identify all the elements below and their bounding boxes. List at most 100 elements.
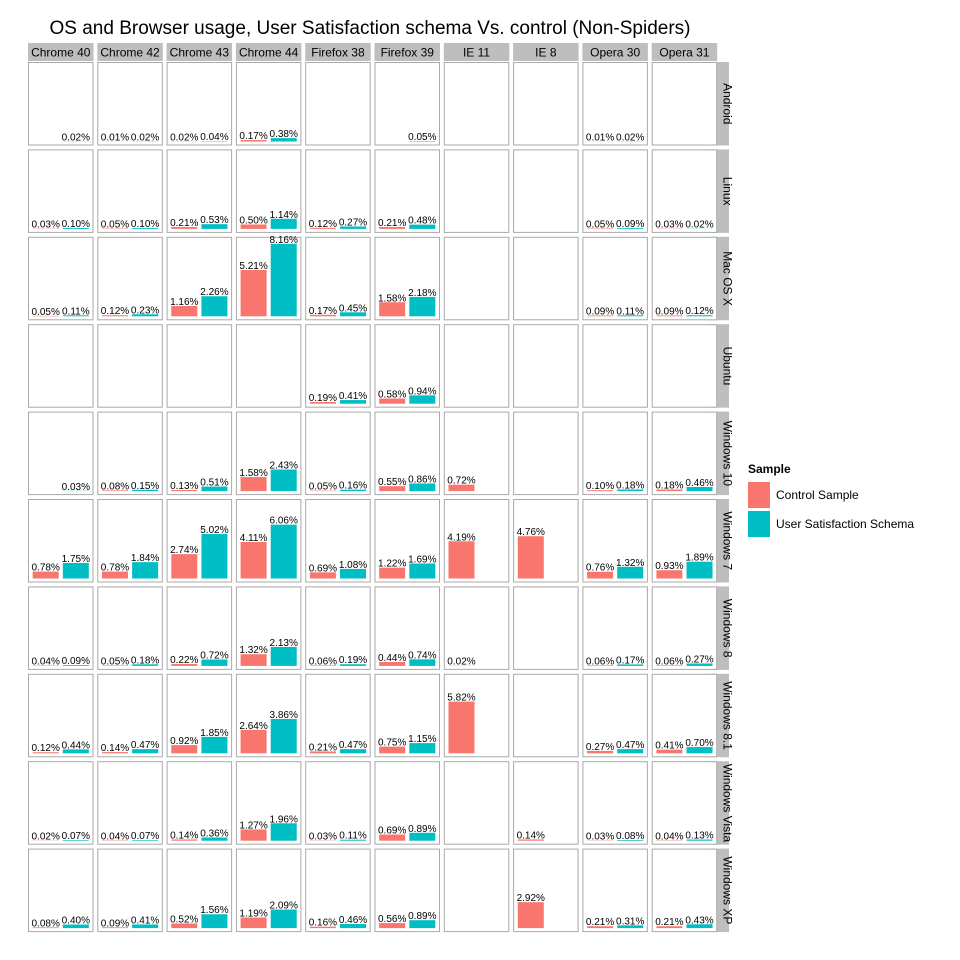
panel-linux-ie-11 <box>443 149 510 233</box>
bar-schema-mac-os-x-firefox-38 <box>340 312 367 317</box>
data-label-control-windows-7-chrome-42: 0.78% <box>101 563 129 574</box>
panel-android-opera-31 <box>651 62 718 146</box>
data-label-schema-windows-8-1-opera-31: 0.70% <box>685 738 713 749</box>
bar-control-windows-8-firefox-38 <box>309 665 336 666</box>
panel-windows-10-chrome-43 <box>166 411 233 496</box>
data-label-control-windows-10-opera-30: 0.10% <box>586 481 614 492</box>
panel-windows-vista-opera-30 <box>582 761 648 845</box>
column-strip-firefox-38 <box>305 43 371 61</box>
panel-linux-opera-30 <box>582 149 648 233</box>
data-label-control-windows-7-ie-8: 4.76% <box>517 527 545 538</box>
panel-windows-8-1-firefox-38 <box>305 673 371 758</box>
panel-linux-firefox-39 <box>374 149 440 233</box>
panel-android-opera-30 <box>582 62 648 146</box>
column-label-opera-30: Opera 30 <box>590 46 640 60</box>
panel-windows-10-ie-8 <box>513 411 579 496</box>
bar-schema-windows-8-1-firefox-38 <box>340 749 367 754</box>
data-label-schema-windows-xp-opera-30: 0.31% <box>616 916 644 927</box>
data-label-control-linux-chrome-43: 0.21% <box>170 218 198 229</box>
bar-control-ubuntu-firefox-38 <box>309 402 336 404</box>
bar-control-windows-7-ie-8 <box>517 536 544 579</box>
bar-control-windows-xp-chrome-43 <box>171 923 198 929</box>
data-label-control-linux-opera-30: 0.05% <box>586 219 614 230</box>
panel-android-firefox-39 <box>374 62 440 146</box>
panel-ubuntu-chrome-43 <box>166 324 233 408</box>
data-label-schema-linux-chrome-43: 0.53% <box>200 215 228 226</box>
bar-schema-linux-opera-30 <box>617 228 644 229</box>
panel-windows-8-opera-30 <box>582 586 648 670</box>
data-label-schema-mac-os-x-chrome-40: 0.11% <box>62 306 90 317</box>
bar-control-mac-os-x-chrome-42 <box>101 315 128 317</box>
data-label-control-android-chrome-43: 0.02% <box>170 132 198 143</box>
bar-schema-windows-8-1-chrome-43 <box>201 736 228 754</box>
bar-schema-windows-8-1-chrome-40 <box>62 749 89 754</box>
data-label-control-linux-chrome-42: 0.05% <box>101 219 129 230</box>
data-label-control-windows-8-firefox-39: 0.44% <box>378 653 406 664</box>
data-label-control-mac-os-x-chrome-42: 0.12% <box>101 306 129 317</box>
data-label-control-mac-os-x-opera-31: 0.09% <box>655 307 683 318</box>
bar-schema-windows-xp-opera-31 <box>686 924 713 929</box>
data-label-control-windows-7-opera-31: 0.93% <box>655 561 683 572</box>
bar-schema-windows-vista-chrome-43 <box>201 837 228 841</box>
row-label-windows-8-1: Windows 8.1 <box>721 681 735 750</box>
legend-item-schema: User Satisfaction Schema <box>748 509 914 538</box>
bar-schema-windows-vista-firefox-39 <box>409 832 436 841</box>
bar-control-android-chrome-44 <box>240 139 267 142</box>
bar-control-ubuntu-firefox-39 <box>379 398 406 404</box>
column-label-chrome-42: Chrome 42 <box>100 46 160 60</box>
data-label-schema-windows-vista-firefox-38: 0.11% <box>339 831 367 842</box>
bar-control-windows-8-1-firefox-38 <box>309 751 336 754</box>
data-label-control-windows-vista-firefox-38: 0.03% <box>309 831 337 842</box>
panel-windows-xp-chrome-42 <box>97 848 163 933</box>
data-label-control-mac-os-x-chrome-40: 0.05% <box>32 307 60 318</box>
data-label-control-windows-8-chrome-44: 1.32% <box>239 645 267 656</box>
row-label-mac-os-x: Mac OS X <box>721 251 735 306</box>
panel-windows-10-opera-30 <box>582 411 648 496</box>
column-strip-chrome-40 <box>28 43 94 61</box>
data-label-control-ubuntu-firefox-38: 0.19% <box>309 393 337 404</box>
panel-windows-8-firefox-39 <box>374 586 440 670</box>
bar-control-linux-firefox-38 <box>309 227 336 229</box>
bar-control-windows-vista-firefox-39 <box>379 834 406 841</box>
bar-control-windows-10-opera-31 <box>656 489 683 492</box>
bar-schema-linux-chrome-40 <box>62 228 89 229</box>
panel-windows-8-1-chrome-42 <box>97 673 163 758</box>
data-label-control-windows-8-1-opera-31: 0.41% <box>655 741 683 752</box>
bar-control-windows-8-1-opera-31 <box>656 749 683 754</box>
data-label-control-windows-7-chrome-40: 0.78% <box>32 563 60 574</box>
data-label-schema-windows-xp-chrome-40: 0.40% <box>62 916 90 927</box>
data-label-schema-windows-vista-chrome-40: 0.07% <box>62 831 90 842</box>
bar-schema-windows-xp-chrome-43 <box>201 914 228 929</box>
data-label-schema-windows-7-opera-30: 1.32% <box>616 558 644 569</box>
bar-schema-windows-vista-opera-31 <box>686 839 713 841</box>
bar-schema-windows-7-chrome-40 <box>62 562 89 579</box>
panel-windows-8-1-chrome-40 <box>28 673 94 758</box>
bar-control-windows-8-1-chrome-44 <box>240 729 267 754</box>
column-strip-chrome-43 <box>166 43 233 61</box>
bar-schema-windows-vista-firefox-38 <box>340 839 367 841</box>
panel-mac-os-x-firefox-38 <box>305 236 371 321</box>
data-label-schema-windows-8-1-chrome-40: 0.44% <box>62 740 90 751</box>
bar-schema-linux-chrome-43 <box>201 224 228 229</box>
bar-control-mac-os-x-chrome-44 <box>240 270 267 317</box>
data-label-schema-windows-8-1-firefox-39: 1.15% <box>408 734 436 745</box>
data-label-schema-windows-vista-opera-30: 0.08% <box>616 831 644 842</box>
bar-control-windows-8-opera-30 <box>587 665 614 666</box>
bar-schema-windows-xp-firefox-38 <box>340 924 367 929</box>
legend-key-schema <box>748 510 770 537</box>
bar-schema-windows-8-1-opera-31 <box>686 747 713 754</box>
bar-control-windows-7-opera-30 <box>587 571 614 579</box>
column-label-ie-11: IE 11 <box>463 46 490 60</box>
bar-control-windows-10-firefox-39 <box>379 486 406 492</box>
bar-control-windows-8-1-chrome-42 <box>101 752 128 754</box>
data-label-control-windows-vista-ie-8: 0.14% <box>517 830 545 841</box>
data-label-control-windows-7-ie-11: 4.19% <box>447 532 475 543</box>
bar-control-windows-8-firefox-39 <box>379 661 406 666</box>
panel-mac-os-x-ie-8 <box>513 236 579 321</box>
bar-control-windows-vista-ie-8 <box>517 839 544 841</box>
bar-control-windows-xp-chrome-40 <box>32 927 59 929</box>
data-label-schema-windows-8-1-chrome-42: 0.47% <box>131 740 159 751</box>
data-label-control-windows-xp-chrome-44: 1.19% <box>239 909 267 920</box>
bar-control-windows-8-1-ie-11 <box>448 701 475 754</box>
